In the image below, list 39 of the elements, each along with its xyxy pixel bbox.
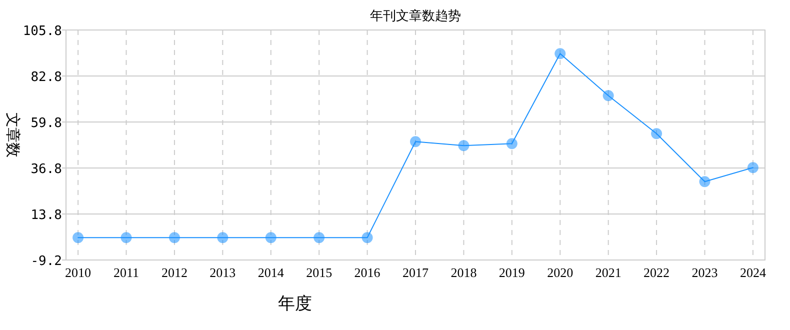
point <box>120 232 132 244</box>
x-tick-label: 2021 <box>595 265 622 280</box>
point <box>168 232 180 244</box>
point <box>458 140 470 152</box>
point <box>362 232 373 244</box>
x-tick-label: 2016 <box>354 265 381 280</box>
x-tick-label: 2015 <box>306 265 332 280</box>
x-tick-label: 2019 <box>498 265 525 280</box>
x-tick-label: 2023 <box>692 265 718 280</box>
y-tick-label: 36.8 <box>30 162 62 177</box>
x-axis-title: 年度 <box>278 294 312 313</box>
chart-title: 年刊文章数趋势 <box>370 8 461 23</box>
point <box>410 136 421 148</box>
y-tick-label: -9.2 <box>30 254 62 269</box>
point <box>314 232 325 244</box>
x-tick-label: 2013 <box>210 265 236 280</box>
y-tick-label: 105.8 <box>22 24 62 39</box>
x-tick-label: 2017 <box>402 265 429 280</box>
x-tick-label: 2010 <box>65 265 92 280</box>
x-tick-label: 2022 <box>644 265 670 280</box>
point <box>554 48 566 60</box>
y-tick-label: 59.8 <box>30 116 62 131</box>
x-tick-label: 2014 <box>258 265 284 280</box>
point <box>265 232 276 244</box>
x-tick-label: 2011 <box>113 265 140 280</box>
x-tick-label: 2024 <box>740 265 766 280</box>
x-tick-label: 2018 <box>450 265 477 280</box>
y-tick-label: 82.8 <box>30 70 62 85</box>
point <box>602 90 614 102</box>
x-tick-label: 2020 <box>547 265 574 280</box>
y-axis-title: 文章数 <box>4 112 21 158</box>
x-tick-label: 2012 <box>161 265 188 280</box>
point <box>217 232 228 244</box>
point <box>699 176 710 188</box>
point <box>72 232 84 244</box>
point <box>747 162 758 174</box>
point <box>651 128 662 140</box>
point <box>506 138 518 150</box>
y-tick-label: 13.8 <box>30 208 62 223</box>
